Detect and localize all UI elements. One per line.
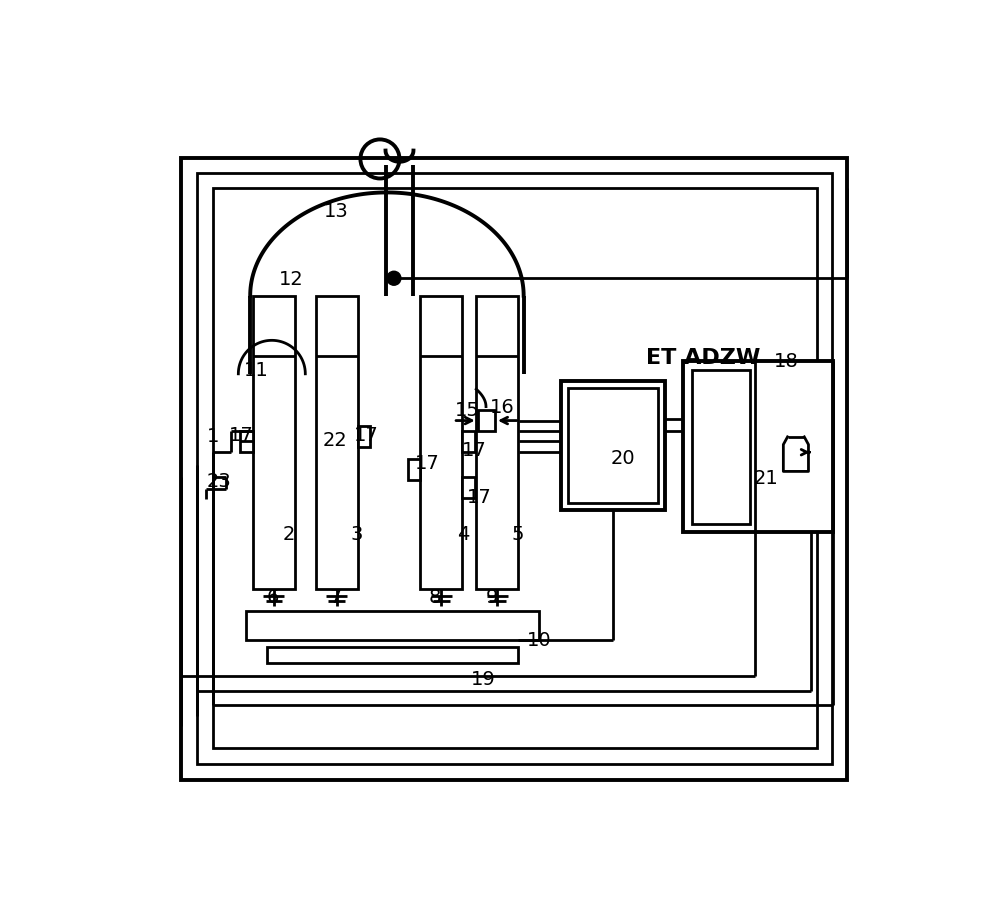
Bar — [181, 158, 847, 780]
Text: 20: 20 — [610, 449, 635, 468]
Text: 2: 2 — [282, 525, 295, 544]
Text: 12: 12 — [279, 270, 304, 289]
Text: 10: 10 — [526, 631, 551, 650]
Bar — [316, 295, 358, 589]
Text: 21: 21 — [753, 469, 778, 488]
Bar — [683, 361, 833, 532]
Text: 17: 17 — [415, 454, 440, 473]
Circle shape — [387, 271, 401, 285]
Text: 17: 17 — [467, 488, 492, 507]
Bar — [197, 173, 832, 765]
Text: 13: 13 — [324, 202, 349, 221]
Text: ET ADZW: ET ADZW — [646, 349, 761, 369]
Text: 4: 4 — [457, 525, 469, 544]
Bar — [408, 459, 420, 480]
Text: 15: 15 — [455, 400, 480, 419]
Bar — [246, 611, 539, 641]
Text: 8: 8 — [429, 588, 441, 606]
Bar — [462, 431, 475, 452]
Text: 17: 17 — [353, 426, 378, 445]
Bar — [478, 410, 495, 431]
Text: 17: 17 — [462, 441, 487, 460]
Text: 3: 3 — [351, 525, 363, 544]
Text: 5: 5 — [511, 525, 524, 544]
Bar — [213, 188, 817, 747]
Bar — [462, 477, 475, 498]
Text: 1: 1 — [207, 427, 219, 446]
Text: 16: 16 — [490, 398, 515, 417]
Bar — [476, 295, 518, 589]
Text: 17: 17 — [229, 426, 253, 445]
Bar — [692, 370, 750, 524]
Text: 22: 22 — [323, 430, 347, 449]
Bar — [420, 295, 462, 589]
Bar — [358, 426, 370, 447]
Text: 18: 18 — [774, 352, 799, 371]
Bar — [568, 388, 658, 503]
Text: 6: 6 — [267, 588, 279, 606]
Text: 9: 9 — [486, 588, 498, 606]
Bar — [561, 381, 665, 510]
Bar — [240, 431, 253, 452]
Text: 23: 23 — [207, 472, 232, 491]
Bar — [267, 647, 518, 662]
Bar — [253, 295, 295, 589]
Text: 11: 11 — [244, 361, 269, 380]
Text: 7: 7 — [330, 588, 342, 606]
Text: 19: 19 — [471, 670, 495, 689]
